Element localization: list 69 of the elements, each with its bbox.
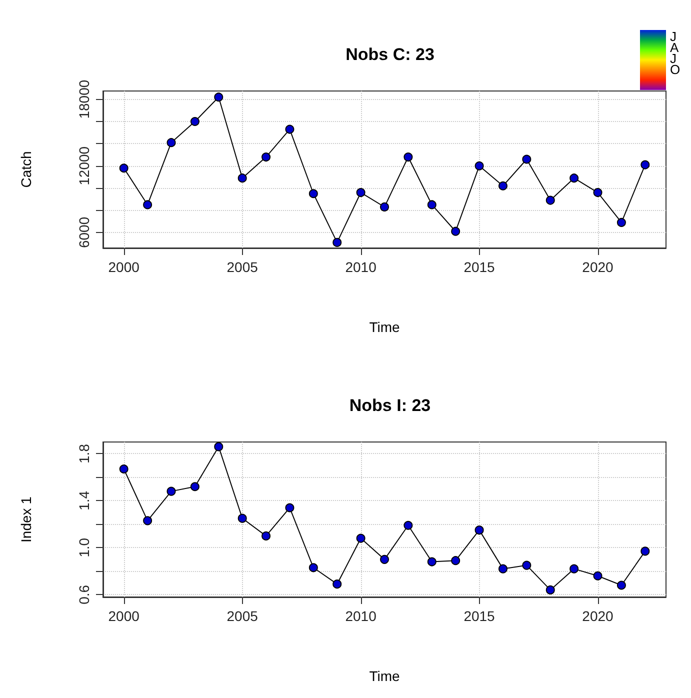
point xyxy=(570,564,579,574)
x-tick-label: 2015 xyxy=(464,608,496,624)
y-tick-label: 0.6 xyxy=(76,584,92,604)
point xyxy=(404,520,413,530)
point xyxy=(143,516,152,526)
point xyxy=(593,188,602,198)
point xyxy=(119,464,128,474)
point xyxy=(356,188,366,198)
point xyxy=(356,534,366,543)
point xyxy=(474,526,484,535)
point xyxy=(522,154,532,164)
point xyxy=(546,196,555,205)
point xyxy=(119,164,128,173)
point xyxy=(380,202,389,212)
y-tick-label: 1.4 xyxy=(76,490,92,510)
chart-title: Nobs C: 23 xyxy=(346,45,434,64)
x-tick-label: 2020 xyxy=(582,608,614,624)
point xyxy=(404,152,413,162)
point xyxy=(474,161,484,170)
x-tick-label: 2005 xyxy=(226,259,258,275)
point xyxy=(427,200,436,210)
point xyxy=(285,503,294,512)
point xyxy=(285,124,294,134)
point xyxy=(640,160,650,170)
y-tick-label: 1.8 xyxy=(76,444,92,464)
x-axis-title: Time xyxy=(369,668,400,684)
x-tick-label: 2010 xyxy=(345,608,377,624)
x-tick-label: 2000 xyxy=(108,259,140,275)
x-tick-label: 2000 xyxy=(108,608,140,624)
point xyxy=(238,174,247,183)
y-tick-label: 12000 xyxy=(76,146,92,186)
point xyxy=(190,117,200,126)
y-axis-title: Catch xyxy=(18,151,34,188)
point xyxy=(546,585,555,594)
point xyxy=(522,560,532,570)
point xyxy=(166,138,176,148)
point xyxy=(640,546,650,556)
point xyxy=(451,226,460,236)
point xyxy=(214,442,224,452)
y-tick-label: 1.0 xyxy=(76,538,92,558)
x-tick-label: 2015 xyxy=(464,259,496,275)
point xyxy=(593,571,602,580)
chart-title: Nobs I: 23 xyxy=(349,396,431,415)
point xyxy=(380,554,389,564)
point xyxy=(238,514,247,523)
y-tick-label: 18000 xyxy=(76,80,92,119)
point xyxy=(332,238,342,247)
point xyxy=(214,92,224,102)
point xyxy=(332,580,342,589)
y-tick-label: 6000 xyxy=(76,216,92,248)
point xyxy=(166,486,176,496)
point xyxy=(570,174,579,183)
point xyxy=(616,580,626,590)
point xyxy=(308,563,318,572)
point xyxy=(262,531,271,540)
point xyxy=(143,200,152,210)
point xyxy=(616,218,626,227)
point xyxy=(190,482,200,492)
point xyxy=(308,189,318,198)
point xyxy=(498,181,508,190)
x-tick-label: 2020 xyxy=(582,259,614,275)
point xyxy=(451,556,460,566)
x-tick-label: 2005 xyxy=(226,608,258,624)
x-tick-label: 2010 xyxy=(345,259,377,275)
point xyxy=(427,557,436,566)
y-axis-title: Index 1 xyxy=(18,496,34,542)
point xyxy=(498,564,508,574)
x-axis-title: Time xyxy=(369,319,400,335)
point xyxy=(262,152,271,162)
